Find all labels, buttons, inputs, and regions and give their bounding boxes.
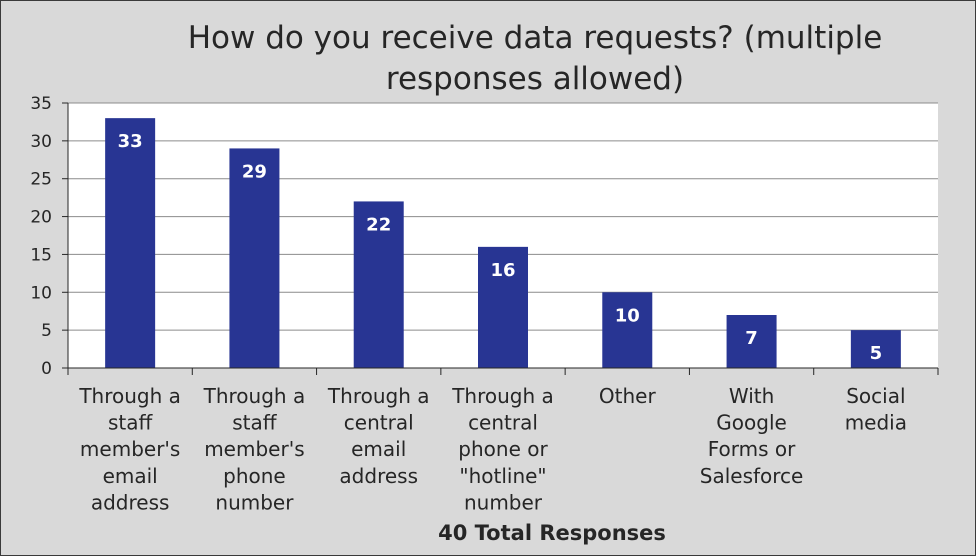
data-label: 16 [490,260,515,281]
x-tick-label: Through a staff member's email address [78,384,181,514]
data-label: 22 [366,214,391,235]
data-label: 10 [615,305,640,326]
data-label: 29 [242,161,267,182]
data-label: 7 [745,328,758,349]
data-label: 33 [118,131,143,152]
x-tick-label: With Google Forms or Salesforce [700,384,804,488]
y-tick-label: 20 [30,208,52,228]
x-axis-label: 40 Total Responses [438,521,666,545]
y-tick-label: 30 [30,132,52,152]
bar [229,148,280,368]
bar [353,201,404,368]
bar [726,315,777,368]
data-label: 5 [870,343,883,364]
bar [105,118,156,369]
y-tick-label: 10 [30,283,52,303]
x-tick-label: Through a staff member's phone number [203,384,306,514]
x-tick-label: Social media [845,384,907,435]
y-tick-label: 25 [30,170,52,190]
x-tick-label: Through a central phone or "hotline" number [451,384,554,514]
y-tick-label: 35 [30,94,52,114]
y-tick-label: 15 [30,245,52,265]
y-tick-label: 5 [41,321,52,341]
chart-title: How do you receive data requests? (multi… [187,20,883,97]
x-tick-label: Other [599,384,657,408]
y-tick-label: 0 [41,359,52,379]
x-tick-label: Through a central email address [327,384,430,488]
bar [602,292,653,368]
bar [478,246,528,368]
bar [850,330,901,368]
